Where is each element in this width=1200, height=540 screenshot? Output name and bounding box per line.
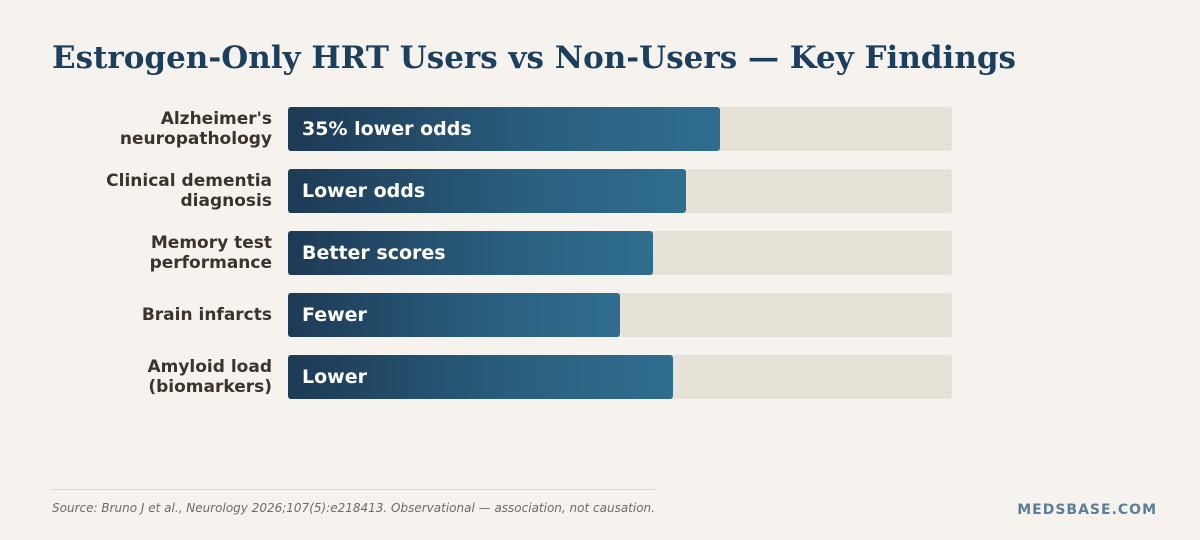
bar-row: Brain infarcts Fewer xyxy=(0,293,1200,337)
bar-value-label: Fewer xyxy=(302,304,367,326)
chart-title: Estrogen-Only HRT Users vs Non-Users — K… xyxy=(52,40,1016,76)
bar-track: Fewer xyxy=(288,293,952,337)
bar-track: Better scores xyxy=(288,231,952,275)
bar-row: Amyloid load (biomarkers) Lower xyxy=(0,355,1200,399)
footer-divider xyxy=(52,489,655,490)
category-label: Alzheimer's neuropathology xyxy=(119,109,272,149)
brand-logo-text: MEDSBASE.COM xyxy=(1017,502,1157,518)
bar-value-label: Lower odds xyxy=(302,180,426,202)
bar: 35% lower odds xyxy=(288,107,720,151)
category-label: Clinical dementia diagnosis xyxy=(106,171,272,211)
bar-track: 35% lower odds xyxy=(288,107,952,151)
bar-value-label: Lower xyxy=(302,366,367,388)
source-citation: Source: Bruno J et al., Neurology 2026;1… xyxy=(52,501,655,515)
bar-row: Clinical dementia diagnosis Lower odds xyxy=(0,169,1200,213)
bar-value-label: Better scores xyxy=(302,242,446,264)
category-label: Amyloid load (biomarkers) xyxy=(147,357,272,397)
bar: Better scores xyxy=(288,231,653,275)
bar: Lower xyxy=(288,355,673,399)
bar-row: Memory test performance Better scores xyxy=(0,231,1200,275)
bar-value-label: 35% lower odds xyxy=(302,118,472,140)
category-label: Brain infarcts xyxy=(141,305,272,325)
bar-track: Lower xyxy=(288,355,952,399)
bar: Lower odds xyxy=(288,169,686,213)
bar-row: Alzheimer's neuropathology 35% lower odds xyxy=(0,107,1200,151)
bar: Fewer xyxy=(288,293,620,337)
bar-track: Lower odds xyxy=(288,169,952,213)
category-label: Memory test performance xyxy=(149,233,272,273)
